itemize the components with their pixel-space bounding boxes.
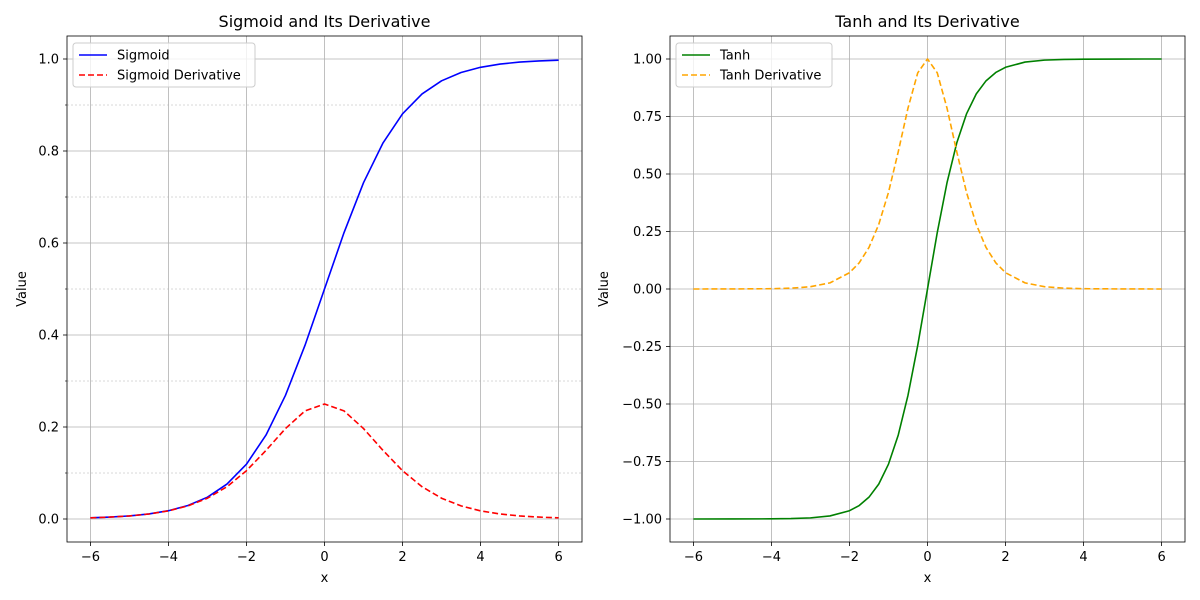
- y-tick-label: 0.50: [633, 168, 662, 183]
- series-line-tanh-derivative: [693, 58, 1162, 290]
- y-tick-label: 0.4: [38, 329, 59, 344]
- x-tick-label: 0: [320, 550, 328, 565]
- x-axis-label: x: [321, 571, 329, 586]
- chart-title: Tanh and Its Derivative: [834, 12, 1019, 31]
- grid: [67, 36, 582, 542]
- y-tick-label: −1.00: [622, 513, 662, 528]
- x-tick-label: 4: [476, 550, 484, 565]
- y-axis: −1.00 −0.75 −0.50 −0.25 0.00 0.25 0.50 0.75 1.00…: [597, 53, 670, 528]
- y-tick-label: 0.2: [38, 421, 59, 436]
- x-tick-label: −6: [81, 550, 100, 565]
- y-tick-label: 1.0: [38, 53, 59, 68]
- x-tick-label: 0: [923, 550, 931, 565]
- legend-box: [675, 42, 833, 88]
- x-axis: −6 −4 −2 0 2 4 6 x: [684, 542, 1166, 586]
- y-tick-label: −0.50: [622, 398, 662, 413]
- legend: Sigmoid Sigmoid Derivative: [72, 42, 256, 88]
- x-tick-label: 6: [554, 550, 562, 565]
- x-tick-label: 2: [1001, 550, 1009, 565]
- x-tick-label: 4: [1079, 550, 1087, 565]
- x-axis-label: x: [924, 571, 932, 586]
- legend-label: Sigmoid Derivative: [117, 69, 241, 84]
- y-tick-label: 0.6: [38, 237, 59, 252]
- legend-label: Sigmoid: [117, 49, 170, 64]
- y-tick-label: −0.75: [622, 455, 662, 470]
- y-tick-label: 0.25: [633, 225, 662, 240]
- y-tick-label: 0.8: [38, 145, 59, 160]
- y-tick-label: 0.00: [633, 283, 662, 298]
- subplot-2: −6 −4 −2 0 2 4 6 x −1.00 −0.75 −0.50 −0.25 0.00 0.25 0…: [597, 12, 1186, 586]
- y-tick-label: −0.25: [622, 340, 662, 355]
- y-axis-label: Value: [15, 271, 30, 307]
- subplots: −6 −4 −2 0 2 4 6 x 0.0 0.2 0.4 0.6 0.8 1.0 Value Sigmoi…: [15, 12, 1186, 586]
- legend-label: Tanh Derivative: [719, 69, 821, 84]
- y-axis: 0.0 0.2 0.4 0.6 0.8 1.0 Value: [15, 53, 67, 528]
- x-tick-label: −4: [762, 550, 781, 565]
- y-axis-label: Value: [597, 271, 612, 307]
- grid: [670, 36, 1185, 542]
- y-tick-label: 0.0: [38, 513, 59, 528]
- x-tick-label: 6: [1157, 550, 1165, 565]
- legend-label: Tanh: [719, 49, 750, 64]
- series-lines: [693, 58, 1162, 520]
- x-tick-label: −2: [237, 550, 256, 565]
- legend-box: [72, 42, 256, 88]
- x-axis: −6 −4 −2 0 2 4 6 x: [81, 542, 563, 586]
- x-tick-label: −2: [840, 550, 859, 565]
- y-tick-label: 0.75: [633, 110, 662, 125]
- x-tick-label: −6: [684, 550, 703, 565]
- subplot-1: −6 −4 −2 0 2 4 6 x 0.0 0.2 0.4 0.6 0.8 1.0 Value Sigmoi…: [15, 12, 583, 586]
- x-tick-label: −4: [159, 550, 178, 565]
- x-tick-label: 2: [398, 550, 406, 565]
- legend: Tanh Tanh Derivative: [675, 42, 833, 88]
- series-lines: [90, 59, 559, 519]
- series-line-sigmoid: [90, 59, 559, 519]
- series-line-tanh: [693, 58, 1162, 520]
- y-tick-label: 1.00: [633, 53, 662, 68]
- series-line-sigmoid-derivative: [90, 403, 559, 519]
- chart-title: Sigmoid and Its Derivative: [219, 12, 431, 31]
